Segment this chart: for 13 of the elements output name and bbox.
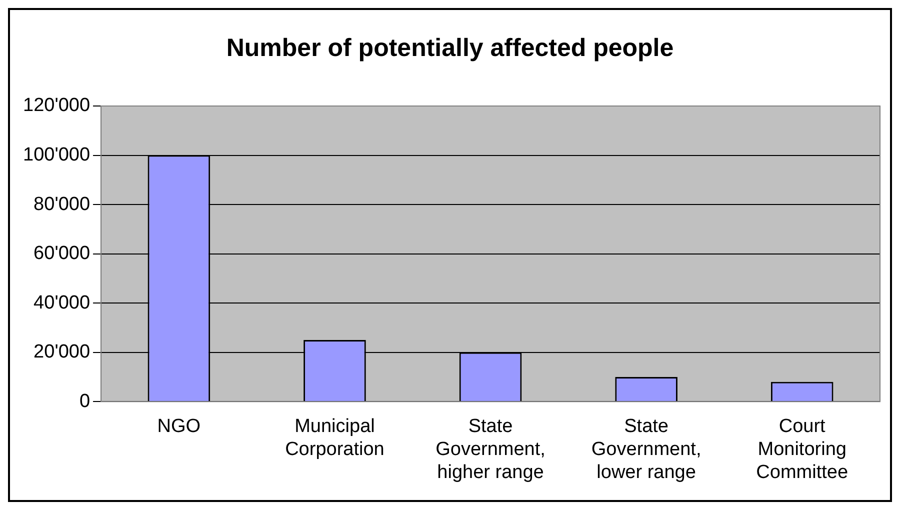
y-tick-label: 40'000 bbox=[34, 292, 90, 314]
x-tick-label: Court Monitoring Committee bbox=[756, 416, 848, 483]
y-tick-label: 20'000 bbox=[34, 342, 90, 363]
chart-title: Number of potentially affected people bbox=[226, 34, 674, 62]
y-tick-label: 100'000 bbox=[23, 144, 90, 166]
y-tick-label: 80'000 bbox=[34, 194, 90, 215]
y-tick-label: 0 bbox=[79, 390, 90, 412]
x-tick-label: State Government, lower range bbox=[591, 416, 702, 483]
x-tick-label: State Government, higher range bbox=[436, 416, 546, 483]
y-tick-label: 120'000 bbox=[23, 95, 90, 116]
x-tick-label: NGO bbox=[157, 416, 201, 438]
x-tick-label: Municipal Corporation bbox=[285, 416, 384, 460]
y-tick-label: 60'000 bbox=[34, 243, 90, 264]
